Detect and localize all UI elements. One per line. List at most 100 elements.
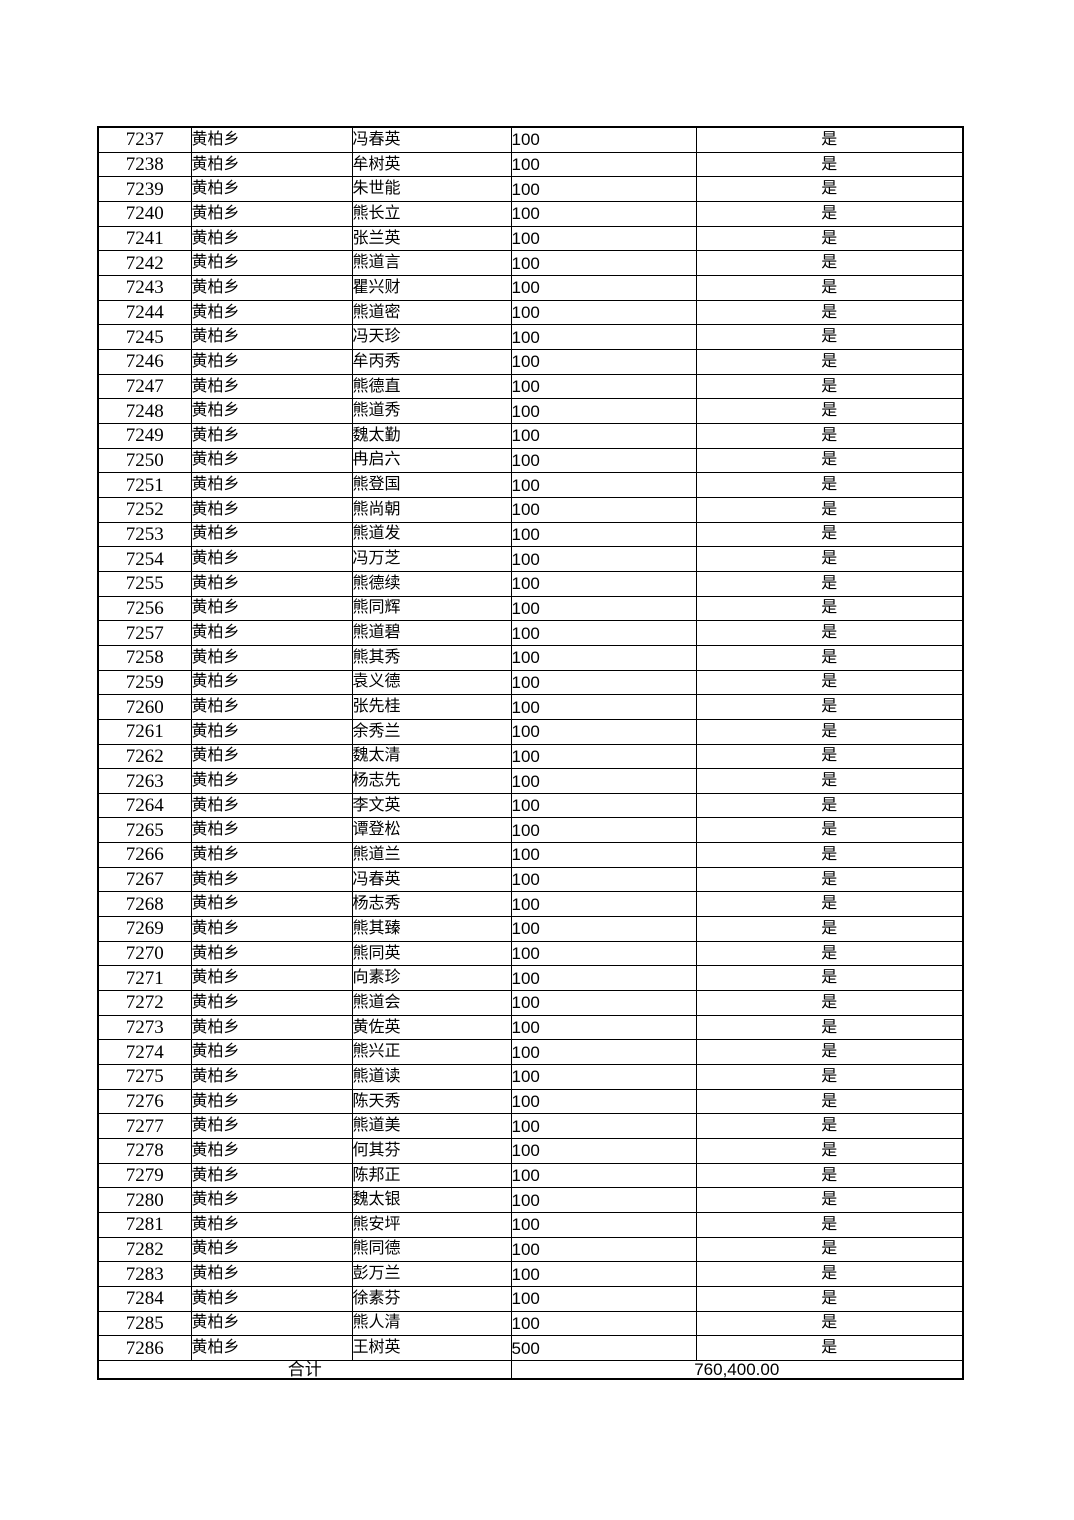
- confirm-cell: 是: [695, 990, 964, 1016]
- table-row: 7257 黄柏乡 熊道碧 100 是: [97, 620, 964, 646]
- person-name-cell: 魏太勤: [351, 422, 512, 449]
- table-row: 7278 黄柏乡 何其芬 100 是: [97, 1138, 964, 1164]
- table-row: 7254 黄柏乡 冯万芝 100 是: [97, 546, 964, 572]
- person-name-cell: 熊兴正: [351, 1039, 512, 1066]
- person-name-cell: 熊德直: [351, 373, 512, 400]
- confirm-cell: 是: [695, 1285, 964, 1312]
- person-name-cell: 牟丙秀: [351, 349, 512, 375]
- row-number-cell: 7284: [97, 1285, 192, 1312]
- table-row: 7270 黄柏乡 熊同英 100 是: [97, 940, 964, 967]
- confirm-cell: 是: [695, 570, 964, 597]
- table-row: 7262 黄柏乡 魏太清 100 是: [97, 743, 964, 770]
- confirm-cell: 是: [695, 1088, 964, 1115]
- row-number-cell: 7256: [97, 595, 192, 622]
- confirm-cell: 是: [695, 1014, 964, 1041]
- confirm-cell: 是: [695, 349, 964, 375]
- amount-cell: 100: [510, 349, 697, 375]
- row-number-cell: 7247: [97, 373, 192, 400]
- row-number-cell: 7257: [97, 620, 192, 646]
- confirm-cell: 是: [695, 866, 964, 893]
- amount-cell: 100: [510, 546, 697, 572]
- row-number-cell: 7262: [97, 743, 192, 770]
- confirm-cell: 是: [695, 250, 964, 277]
- row-number-cell: 7283: [97, 1261, 192, 1287]
- person-name-cell: 冯万芝: [351, 546, 512, 572]
- amount-cell: 100: [510, 990, 697, 1016]
- table-row: 7263 黄柏乡 杨志先 100 是: [97, 768, 964, 794]
- person-name-cell: 熊长立: [351, 201, 512, 227]
- person-name-cell: 熊尚朝: [351, 496, 512, 523]
- table-row: 7282 黄柏乡 熊同德 100 是: [97, 1236, 964, 1263]
- confirm-cell: 是: [695, 126, 964, 153]
- township-cell: 黄柏乡: [190, 1064, 353, 1090]
- person-name-cell: 熊其臻: [351, 916, 512, 942]
- confirm-cell: 是: [695, 225, 964, 252]
- table-row: 7258 黄柏乡 熊其秀 100 是: [97, 644, 964, 671]
- table-row: 7273 黄柏乡 黄佐英 100 是: [97, 1014, 964, 1041]
- township-cell: 黄柏乡: [190, 521, 353, 548]
- person-name-cell: 彭万兰: [351, 1261, 512, 1287]
- table-row: 7248 黄柏乡 熊道秀 100 是: [97, 398, 964, 424]
- confirm-cell: 是: [695, 792, 964, 819]
- table-row: 7259 黄柏乡 袁义德 100 是: [97, 669, 964, 696]
- person-name-cell: 熊道秀: [351, 398, 512, 424]
- row-number-cell: 7242: [97, 250, 192, 277]
- payment-roster-table: 7237 黄柏乡 冯春英 100 是 7238 黄柏乡 牟树英 100 是 7239 黄柏乡 朱世能 10…: [97, 126, 964, 1380]
- row-number-cell: 7276: [97, 1088, 192, 1115]
- person-name-cell: 熊同德: [351, 1236, 512, 1263]
- row-number-cell: 7261: [97, 718, 192, 745]
- person-name-cell: 冯春英: [351, 866, 512, 893]
- confirm-cell: 是: [695, 1211, 964, 1238]
- confirm-cell: 是: [695, 1138, 964, 1164]
- person-name-cell: 陈天秀: [351, 1088, 512, 1115]
- amount-cell: 100: [510, 842, 697, 868]
- confirm-cell: 是: [695, 275, 964, 301]
- row-number-cell: 7249: [97, 422, 192, 449]
- amount-cell: 100: [510, 743, 697, 770]
- confirm-cell: 是: [695, 743, 964, 770]
- row-number-cell: 7282: [97, 1236, 192, 1263]
- person-name-cell: 熊同辉: [351, 595, 512, 622]
- person-name-cell: 向素珍: [351, 965, 512, 992]
- amount-cell: 100: [510, 891, 697, 918]
- township-cell: 黄柏乡: [190, 176, 353, 203]
- amount-cell: 100: [510, 1236, 697, 1263]
- table-row: 7249 黄柏乡 魏太勤 100 是: [97, 422, 964, 449]
- row-number-cell: 7264: [97, 792, 192, 819]
- amount-cell: 100: [510, 176, 697, 203]
- table-row: 7246 黄柏乡 牟丙秀 100 是: [97, 349, 964, 375]
- row-number-cell: 7266: [97, 842, 192, 868]
- confirm-cell: 是: [695, 324, 964, 351]
- township-cell: 黄柏乡: [190, 1039, 353, 1066]
- township-cell: 黄柏乡: [190, 1310, 353, 1337]
- confirm-cell: 是: [695, 373, 964, 400]
- row-number-cell: 7281: [97, 1211, 192, 1238]
- amount-cell: 100: [510, 1064, 697, 1090]
- person-name-cell: 冯天珍: [351, 324, 512, 351]
- person-name-cell: 李文英: [351, 792, 512, 819]
- amount-cell: 100: [510, 694, 697, 720]
- row-number-cell: 7255: [97, 570, 192, 597]
- table-row: 7251 黄柏乡 熊登国 100 是: [97, 472, 964, 498]
- row-number-cell: 7254: [97, 546, 192, 572]
- person-name-cell: 魏太银: [351, 1187, 512, 1213]
- amount-cell: 100: [510, 496, 697, 523]
- township-cell: 黄柏乡: [190, 324, 353, 351]
- confirm-cell: 是: [695, 1187, 964, 1213]
- person-name-cell: 冉启六: [351, 447, 512, 474]
- table-row: 7264 黄柏乡 李文英 100 是: [97, 792, 964, 819]
- confirm-cell: 是: [695, 496, 964, 523]
- confirm-cell: 是: [695, 422, 964, 449]
- table-row: 7268 黄柏乡 杨志秀 100 是: [97, 891, 964, 918]
- township-cell: 黄柏乡: [190, 1138, 353, 1164]
- amount-cell: 100: [510, 866, 697, 893]
- row-number-cell: 7269: [97, 916, 192, 942]
- table-row: 7285 黄柏乡 熊人清 100 是: [97, 1310, 964, 1337]
- township-cell: 黄柏乡: [190, 866, 353, 893]
- table-row: 7281 黄柏乡 熊安坪 100 是: [97, 1211, 964, 1238]
- person-name-cell: 熊其秀: [351, 644, 512, 671]
- table-row: 7286 黄柏乡 王树英 500 是: [97, 1335, 964, 1361]
- amount-cell: 100: [510, 1211, 697, 1238]
- table-body: 7237 黄柏乡 冯春英 100 是 7238 黄柏乡 牟树英 100 是 7239 黄柏乡 朱世能 10…: [97, 126, 964, 1361]
- township-cell: 黄柏乡: [190, 990, 353, 1016]
